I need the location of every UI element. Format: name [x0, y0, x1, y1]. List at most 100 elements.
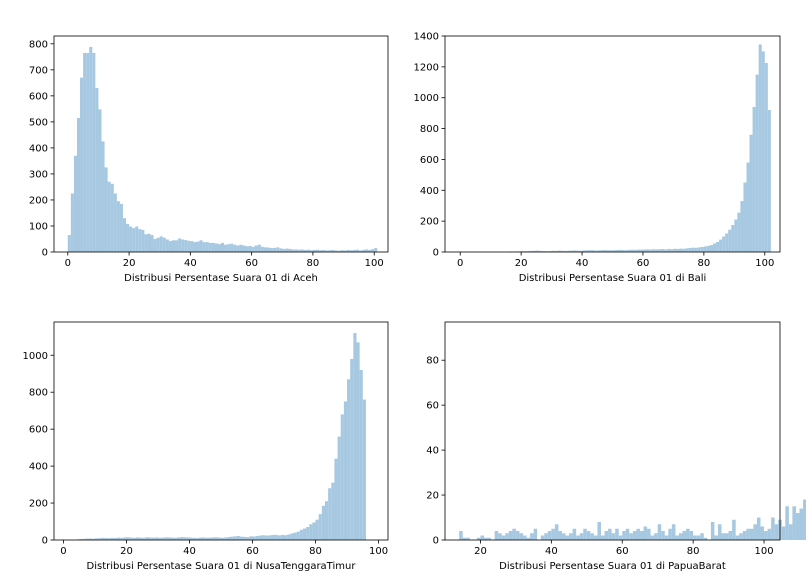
histogram-bar [186, 537, 190, 540]
histogram-bar [746, 162, 750, 252]
histogram-bar [167, 537, 171, 540]
histogram-bar [682, 248, 686, 252]
histogram-bar [180, 537, 184, 540]
histogram-bar [135, 537, 140, 540]
histogram-bar [582, 250, 586, 252]
x-axis-label: Distribusi Persentase Suara 01 di Aceh [124, 273, 318, 284]
histogram-bar [67, 235, 71, 252]
histogram-bar [168, 241, 172, 252]
histogram-bar [334, 250, 338, 252]
histogram-bar [164, 537, 168, 540]
histogram-bar [153, 238, 157, 252]
histogram-bar [710, 522, 715, 540]
histogram-bar [196, 241, 200, 252]
histogram-bar [706, 245, 710, 252]
x-axis-label: Distribusi Persentase Suara 01 di PapuaB… [499, 561, 726, 572]
histogram-bar [126, 537, 130, 540]
histogram-bar [324, 501, 329, 540]
histogram-bar [150, 235, 154, 252]
histogram-bar [202, 537, 206, 540]
histogram-bar [633, 249, 637, 252]
histogram-bar [104, 167, 108, 252]
histogram-bar [236, 245, 240, 252]
histogram-bar [224, 244, 228, 252]
y-tick-label: 200 [420, 217, 439, 228]
histogram-bar [138, 229, 142, 252]
x-tick-label: 60 [616, 546, 629, 557]
histogram-bar [622, 531, 626, 540]
histogram-bar [145, 537, 149, 540]
histogram-bar [263, 247, 267, 252]
histogram-bar [615, 249, 619, 252]
histogram-bar [239, 244, 243, 252]
x-tick-label: 80 [307, 258, 320, 269]
histogram-bar [558, 531, 562, 540]
histogram-bar [88, 538, 92, 540]
histogram-bar [636, 528, 640, 540]
histogram-bar [151, 537, 155, 540]
histogram-bar [627, 249, 631, 252]
histogram-bar [785, 506, 789, 540]
histogram-bar [527, 251, 531, 252]
histogram-bar [632, 531, 637, 540]
histogram-bar [224, 537, 228, 540]
histogram-bar [667, 248, 671, 252]
histogram-bar [670, 249, 674, 252]
histogram-bar [353, 333, 357, 540]
histogram-bar [746, 528, 750, 540]
histogram-bar [764, 63, 768, 252]
chart-panel-top-right: 0 20 40 60 80 1000200400600800100012001400Dis… [414, 32, 781, 284]
histogram-bar [579, 250, 583, 252]
y-tick-label: 0 [433, 536, 439, 547]
histogram-bar [70, 193, 74, 252]
x-tick-label: 60 [637, 258, 650, 269]
histogram-bar [98, 109, 102, 252]
histogram-bar [585, 250, 589, 252]
histogram-bar [280, 535, 285, 540]
histogram-bar [691, 247, 695, 252]
histogram-bar [233, 536, 237, 540]
histogram-bar [548, 251, 552, 252]
histogram-bar [147, 233, 151, 252]
histogram-bar [116, 201, 120, 252]
histogram-bar [608, 528, 612, 540]
histogram-bar [217, 244, 221, 252]
y-tick-label: 700 [29, 65, 48, 76]
histogram-bar [86, 52, 90, 252]
histogram-bar [123, 537, 127, 540]
histogram-bar [615, 528, 619, 540]
histogram-bar [306, 527, 310, 540]
histogram-bar [618, 249, 622, 252]
y-tick-label: 0 [42, 248, 48, 259]
histogram-bar [588, 250, 592, 252]
histogram-bar [735, 535, 740, 540]
histogram-bar [604, 531, 609, 540]
histogram-bar [764, 531, 768, 540]
histogram-bar [563, 250, 567, 252]
histogram-bar [554, 524, 559, 540]
histogram-bar [650, 535, 655, 540]
histogram-bar [544, 533, 548, 540]
histogram-bar [572, 528, 577, 540]
histogram-bar [731, 225, 735, 252]
histogram-bar [208, 242, 212, 252]
histogram-bar [95, 88, 99, 252]
y-tick-label: 600 [29, 425, 48, 436]
histogram-bar [161, 537, 165, 540]
x-tick-label: 100 [755, 546, 774, 557]
histogram-bar [771, 517, 775, 540]
histogram-bar [752, 106, 756, 252]
histogram-bar [501, 535, 506, 540]
histogram-bar [192, 537, 196, 540]
histogram-bar [297, 249, 301, 252]
histogram-bar [668, 528, 672, 540]
histogram-bar [94, 538, 99, 540]
histogram-bar [795, 513, 800, 540]
histogram-bar [175, 240, 179, 252]
histogram-bar [300, 249, 304, 252]
histogram-bar [713, 243, 717, 252]
histogram-bar [540, 535, 545, 540]
histogram-bar [319, 250, 323, 252]
histogram-bar [625, 528, 630, 540]
histogram-bar [767, 528, 772, 540]
